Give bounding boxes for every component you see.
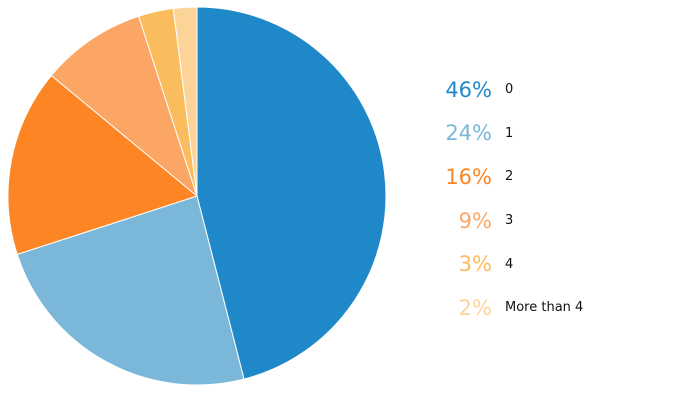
legend-label: 0	[505, 82, 514, 98]
legend-label: 3	[505, 213, 514, 229]
legend-item: 46% 0	[430, 68, 670, 112]
legend-item: 24% 1	[430, 112, 670, 156]
legend-label: 1	[505, 125, 514, 141]
legend-percentage: 16%	[445, 164, 492, 189]
legend-item: 16% 2	[430, 155, 670, 199]
legend-percentage: 2%	[458, 295, 492, 320]
pie-slice[interactable]	[7, 74, 199, 256]
legend-item: 9% 3	[430, 199, 670, 243]
legend-label: 2	[505, 169, 514, 185]
pie-slice[interactable]	[50, 15, 199, 198]
pie-slice[interactable]	[172, 6, 198, 197]
chart-legend: 46% 0 24% 1 16% 2 9% 3 3% 4 2% More than 4	[430, 68, 670, 330]
legend-label: More than 4	[505, 300, 584, 316]
legend-percentage: 3%	[458, 252, 492, 277]
pie-slice[interactable]	[16, 195, 245, 386]
legend-percentage: 24%	[445, 121, 492, 146]
legend-percentage: 9%	[458, 208, 492, 233]
legend-item: 2% More than 4	[430, 286, 670, 330]
legend-label: 4	[505, 256, 514, 272]
legend-percentage: 46%	[445, 77, 492, 102]
legend-item: 3% 4	[430, 242, 670, 286]
pie-slice[interactable]	[196, 6, 387, 380]
pie-chart	[7, 6, 387, 386]
